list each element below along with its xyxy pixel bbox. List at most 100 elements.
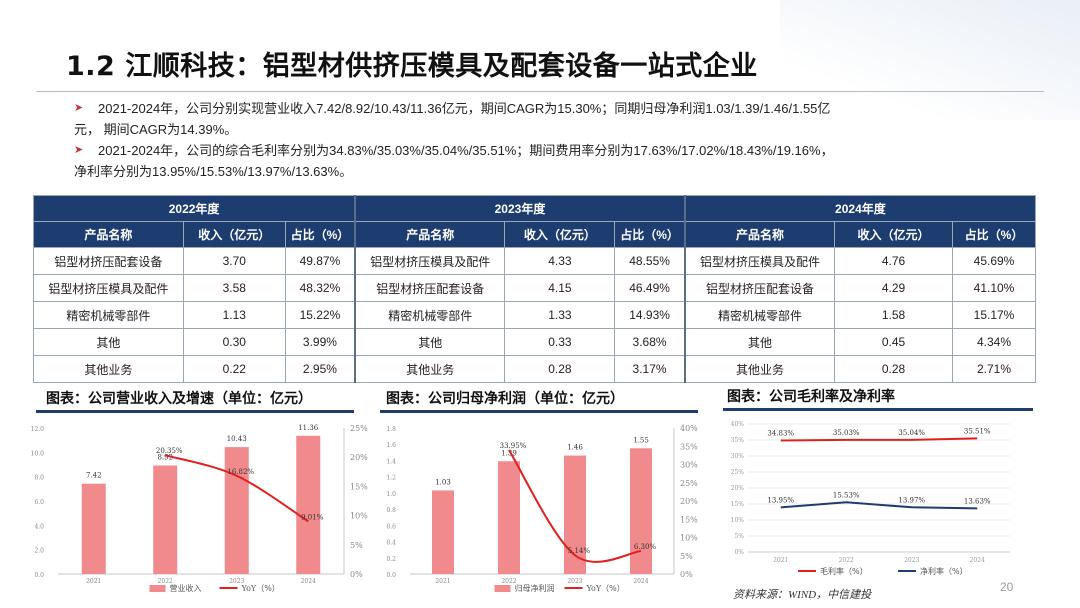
y2-tick-label: 20% xyxy=(350,453,368,462)
bar-data-label: 7.42 xyxy=(86,472,102,480)
y2-tick-label: 15% xyxy=(680,515,698,524)
chart-title-underline xyxy=(380,410,698,413)
revenue-chart-title: 图表：公司营业收入及增速（单位：亿元） xyxy=(46,391,312,407)
revenue-bar xyxy=(224,447,249,574)
legend-label: 毛利率（%） xyxy=(820,566,868,576)
table-cell: 0.28 xyxy=(834,355,953,383)
bullet-text: 2021-2024年，公司分别实现营业收入7.42/8.92/10.43/11.… xyxy=(98,101,831,116)
line-data-label: 33.95% xyxy=(500,442,527,450)
line-data-label: 20.35% xyxy=(156,447,183,455)
table-cell: 其他业务 xyxy=(683,355,836,383)
profit-chart: 0.0 0.2 0.4 0.6 0.8 1.0 1.2 1.4 1.6 1.8 0% 5% 10% 15%… xyxy=(386,424,698,593)
year-header-row: 2022年度 2023年度 2024年度 xyxy=(33,195,1036,222)
x-tick-label: 2024 xyxy=(970,557,985,564)
revenue-bar xyxy=(296,435,321,574)
y-tick-label: 0% xyxy=(734,549,744,556)
y2-tick-label: 10% xyxy=(350,512,368,521)
y-tick-label: 2.0 xyxy=(34,548,44,555)
year-header: 2024年度 xyxy=(683,195,1036,222)
table-cell: 0.33 xyxy=(504,328,616,356)
y-tick-label: 1.2 xyxy=(386,475,396,482)
net-margin-line xyxy=(780,501,978,510)
table-cell: 其他业务 xyxy=(354,355,506,383)
x-tick-label: 2023 xyxy=(904,557,919,564)
arrow-bullet-icon: ➤ xyxy=(74,102,84,114)
yoy-line xyxy=(164,454,309,523)
y2-tick-label: 30% xyxy=(680,461,698,470)
table-cell: 48.32% xyxy=(284,274,356,302)
profit-chart-title: 图表：公司归母净利润（单位：亿元） xyxy=(386,391,624,407)
table-cell: 其他业务 xyxy=(33,355,184,383)
bar-data-label: 10.43 xyxy=(227,435,247,443)
y-tick-label: 1.4 xyxy=(386,458,396,465)
bullet-item: ➤ 2021-2024年，公司的综合毛利率分别为34.83%/35.03%/35… xyxy=(74,140,1054,161)
table-cell: 2.95% xyxy=(284,355,356,383)
y-tick-label: 10% xyxy=(731,517,745,524)
table-cell: 46.49% xyxy=(614,274,686,302)
line-data-label: 35.03% xyxy=(833,429,860,437)
year-header: 2023年度 xyxy=(354,195,686,222)
y-tick-label: 0.8 xyxy=(386,507,396,514)
revenue-bar xyxy=(630,448,652,574)
table-cell: 铝型材挤压配套设备 xyxy=(683,274,836,302)
line-data-label: 13.63% xyxy=(964,497,991,505)
table-cell: 1.33 xyxy=(504,301,616,329)
legend-line-label: YoY（%） xyxy=(241,584,280,593)
table-cell: 3.99% xyxy=(284,328,356,356)
x-tick-label: 2024 xyxy=(633,578,648,585)
line-data-label: 13.95% xyxy=(767,496,794,504)
y-tick-label: 1.6 xyxy=(386,442,396,449)
line-data-label: 9.01% xyxy=(301,513,324,521)
table-cell: 0.45 xyxy=(834,328,953,356)
bullet-item: ➤ 2021-2024年，公司分别实现营业收入7.42/8.92/10.43/1… xyxy=(74,98,1054,119)
y-tick-label: 0.4 xyxy=(386,540,396,547)
summary-bullets: ➤ 2021-2024年，公司分别实现营业收入7.42/8.92/10.43/1… xyxy=(74,98,1054,182)
bar-data-label: 1.46 xyxy=(567,444,583,452)
yoy-line xyxy=(508,449,642,563)
y-tick-label: 0.2 xyxy=(386,556,396,563)
bar-data-label: 1.39 xyxy=(501,449,517,457)
table-cell: 铝型材挤压模具及配件 xyxy=(354,247,506,275)
bullet-continuation: 净利率分别为13.95%/15.53%/13.97%/13.63%。 xyxy=(74,164,353,179)
table-cell: 精密机械零部件 xyxy=(354,301,506,329)
bar-data-label: 1.03 xyxy=(435,478,451,486)
column-header-row: 产品名称 收入（亿元） 占比（%） 产品名称 收入（亿元） 占比（%） 产品名称… xyxy=(33,221,1037,248)
x-tick-label: 2021 xyxy=(435,578,450,585)
bullet-continuation: 元， 期间CAGR为14.39%。 xyxy=(74,122,238,137)
table-cell: 3.17% xyxy=(614,355,686,383)
line-data-label: 35.04% xyxy=(898,429,925,437)
y2-tick-label: 0% xyxy=(350,570,363,579)
x-tick-label: 2023 xyxy=(229,578,244,585)
revenue-bar xyxy=(432,490,454,574)
x-tick-label: 2023 xyxy=(567,578,582,585)
revenue-bar xyxy=(153,465,178,574)
table-cell: 49.87% xyxy=(284,247,356,275)
column-header: 产品名称 xyxy=(683,221,836,248)
table-cell: 0.28 xyxy=(504,355,616,383)
table-cell: 0.30 xyxy=(182,328,286,356)
x-tick-label: 2021 xyxy=(86,578,101,585)
table-cell: 铝型材挤压模具及配件 xyxy=(33,274,184,302)
column-header: 收入（亿元） xyxy=(182,221,286,248)
legend-bar-swatch xyxy=(494,585,511,592)
corner-decoration xyxy=(780,0,1080,120)
table-cell: 铝型材挤压配套设备 xyxy=(354,274,506,302)
table-cell: 41.10% xyxy=(951,274,1037,302)
bar-data-label: 1.55 xyxy=(633,436,649,444)
y2-tick-label: 5% xyxy=(350,541,363,550)
column-header: 占比（%） xyxy=(284,221,356,248)
line-data-label: 16.82% xyxy=(227,468,254,476)
bar-data-label: 8.92 xyxy=(157,453,173,461)
title-divider xyxy=(36,91,1044,92)
table-cell: 4.29 xyxy=(834,274,953,302)
chart-title-underline xyxy=(36,410,354,413)
y-tick-label: 30% xyxy=(731,453,745,460)
y-tick-label: 20% xyxy=(731,485,745,492)
margin-chart-title: 图表：公司毛利率及净利率 xyxy=(727,389,895,405)
y-tick-label: 1.8 xyxy=(386,426,396,433)
y-tick-label: 10.0 xyxy=(31,450,45,457)
table-body: 铝型材挤压配套设备 3.70 49.87% 铝型材挤压模具及配件 4.33 48.55% 铝… xyxy=(33,247,1037,383)
table-cell: 4.34% xyxy=(951,328,1037,356)
x-tick-label: 2021 xyxy=(773,557,788,564)
y-tick-label: 25% xyxy=(731,469,745,476)
